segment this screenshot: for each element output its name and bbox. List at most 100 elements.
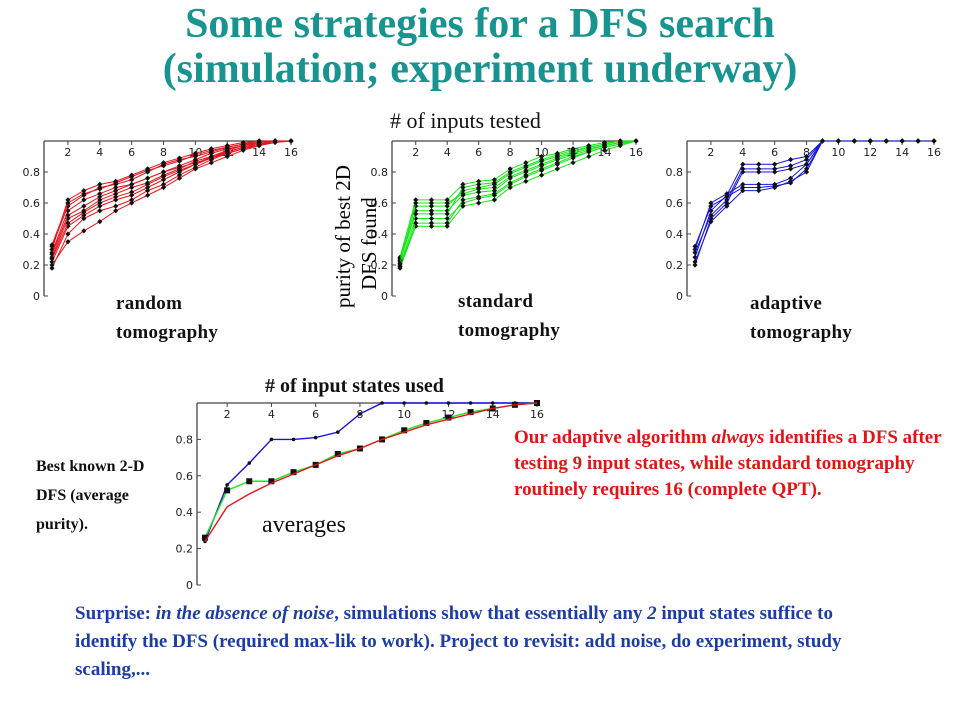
data-point [192,166,198,172]
data-point [113,208,119,214]
averages-label: averages [262,512,346,538]
y-tick-label: 0 [186,579,193,592]
series-line [51,140,291,246]
x-tick-label: 12 [863,146,877,159]
data-point [176,158,183,164]
data-point [570,147,576,153]
data-point [708,219,714,225]
data-point [129,181,135,187]
data-point [428,200,435,206]
data-point [740,166,746,172]
data-point [756,181,762,187]
data-point [129,197,135,203]
data-point [851,138,857,144]
x-tick-label: 16 [629,146,643,159]
y-tick-label: 0.2 [666,259,684,272]
x-tick-label: 2 [707,146,714,159]
data-point [81,209,87,215]
data-point [554,166,560,172]
y-tick-label: 0.6 [666,197,684,210]
data-point [740,181,746,187]
y-tick-label: 0.8 [176,433,194,446]
x-tick-label: 2 [412,146,419,159]
data-point [756,169,762,175]
data-point [269,437,274,442]
data-point [601,143,608,149]
data-point [460,181,466,187]
x-tick-label: 6 [312,408,319,421]
data-point [444,211,450,217]
x-tick-label: 14 [486,408,500,421]
y-tick-label: 0.6 [23,197,41,210]
data-point [97,219,103,225]
data-point [160,160,167,166]
data-point [160,169,167,175]
data-point [97,203,103,209]
data-point [446,401,451,405]
data-point [160,177,167,183]
data-point [81,188,87,194]
data-point [428,211,435,217]
data-point [65,197,71,203]
page-title: Some strategies for a DFS search (simula… [0,2,960,92]
adaptive-tomography-chart: 2 4 6 8 10 12 14 16 0 0.2 0.4 0.6 0.8 [666,138,941,303]
data-point [397,260,403,267]
y-axis-label-svg: purity of best 2D DFS found [331,165,381,308]
data-point [819,138,826,144]
data-point [336,430,340,434]
data-point [476,181,482,187]
x-tick-label: 6 [475,146,482,159]
data-point [401,427,408,434]
data-point [240,141,246,147]
series-line [694,140,934,247]
data-point [81,228,87,234]
y-axis-label-small: purity of best 2D DFS found [328,128,388,308]
data-point [247,461,252,465]
caption-adaptive: adaptive tomography [750,289,852,347]
x-tick-label: 2 [224,408,231,421]
series-line [399,140,636,258]
data-point [740,188,746,194]
data-point [160,184,167,191]
data-point [192,157,198,163]
data-point [601,147,608,153]
series-line [399,140,636,261]
data-point [208,160,214,166]
data-point [467,409,474,416]
data-point [81,191,87,197]
data-point [65,208,71,214]
x-tick-label: 16 [530,408,544,421]
y-tick-label: 0.4 [23,228,41,241]
data-point [65,231,71,237]
data-point [586,149,592,155]
y-tick-label: 0.8 [23,166,41,179]
data-point [507,184,513,191]
data-point [633,138,639,144]
data-point [290,469,297,476]
x-tick-label: 4 [444,146,451,159]
x-tick-label: 8 [160,146,167,159]
data-point [224,153,230,160]
data-point [208,155,214,161]
caption-adaptive-line-1: adaptive [750,293,823,314]
caption-random: random tomography [116,289,218,347]
x-tick-label: 4 [268,408,275,421]
data-point [65,239,71,245]
data-point [225,483,229,487]
data-point [240,144,246,150]
data-point [708,203,714,209]
caption-standard: standard tomography [458,287,560,345]
data-point [176,172,183,178]
data-point [97,181,103,187]
data-point [192,161,198,167]
data-point [113,191,119,197]
data-point [160,181,167,187]
data-point [570,160,576,166]
data-point [539,172,545,178]
y-tick-label: 0.2 [371,259,389,272]
data-point [97,186,103,192]
x-tick-label: 4 [739,146,746,159]
surprise-mid-2: input states suffice to identify the DFS… [75,603,842,680]
caption-standard-line-1: standard [458,291,534,312]
